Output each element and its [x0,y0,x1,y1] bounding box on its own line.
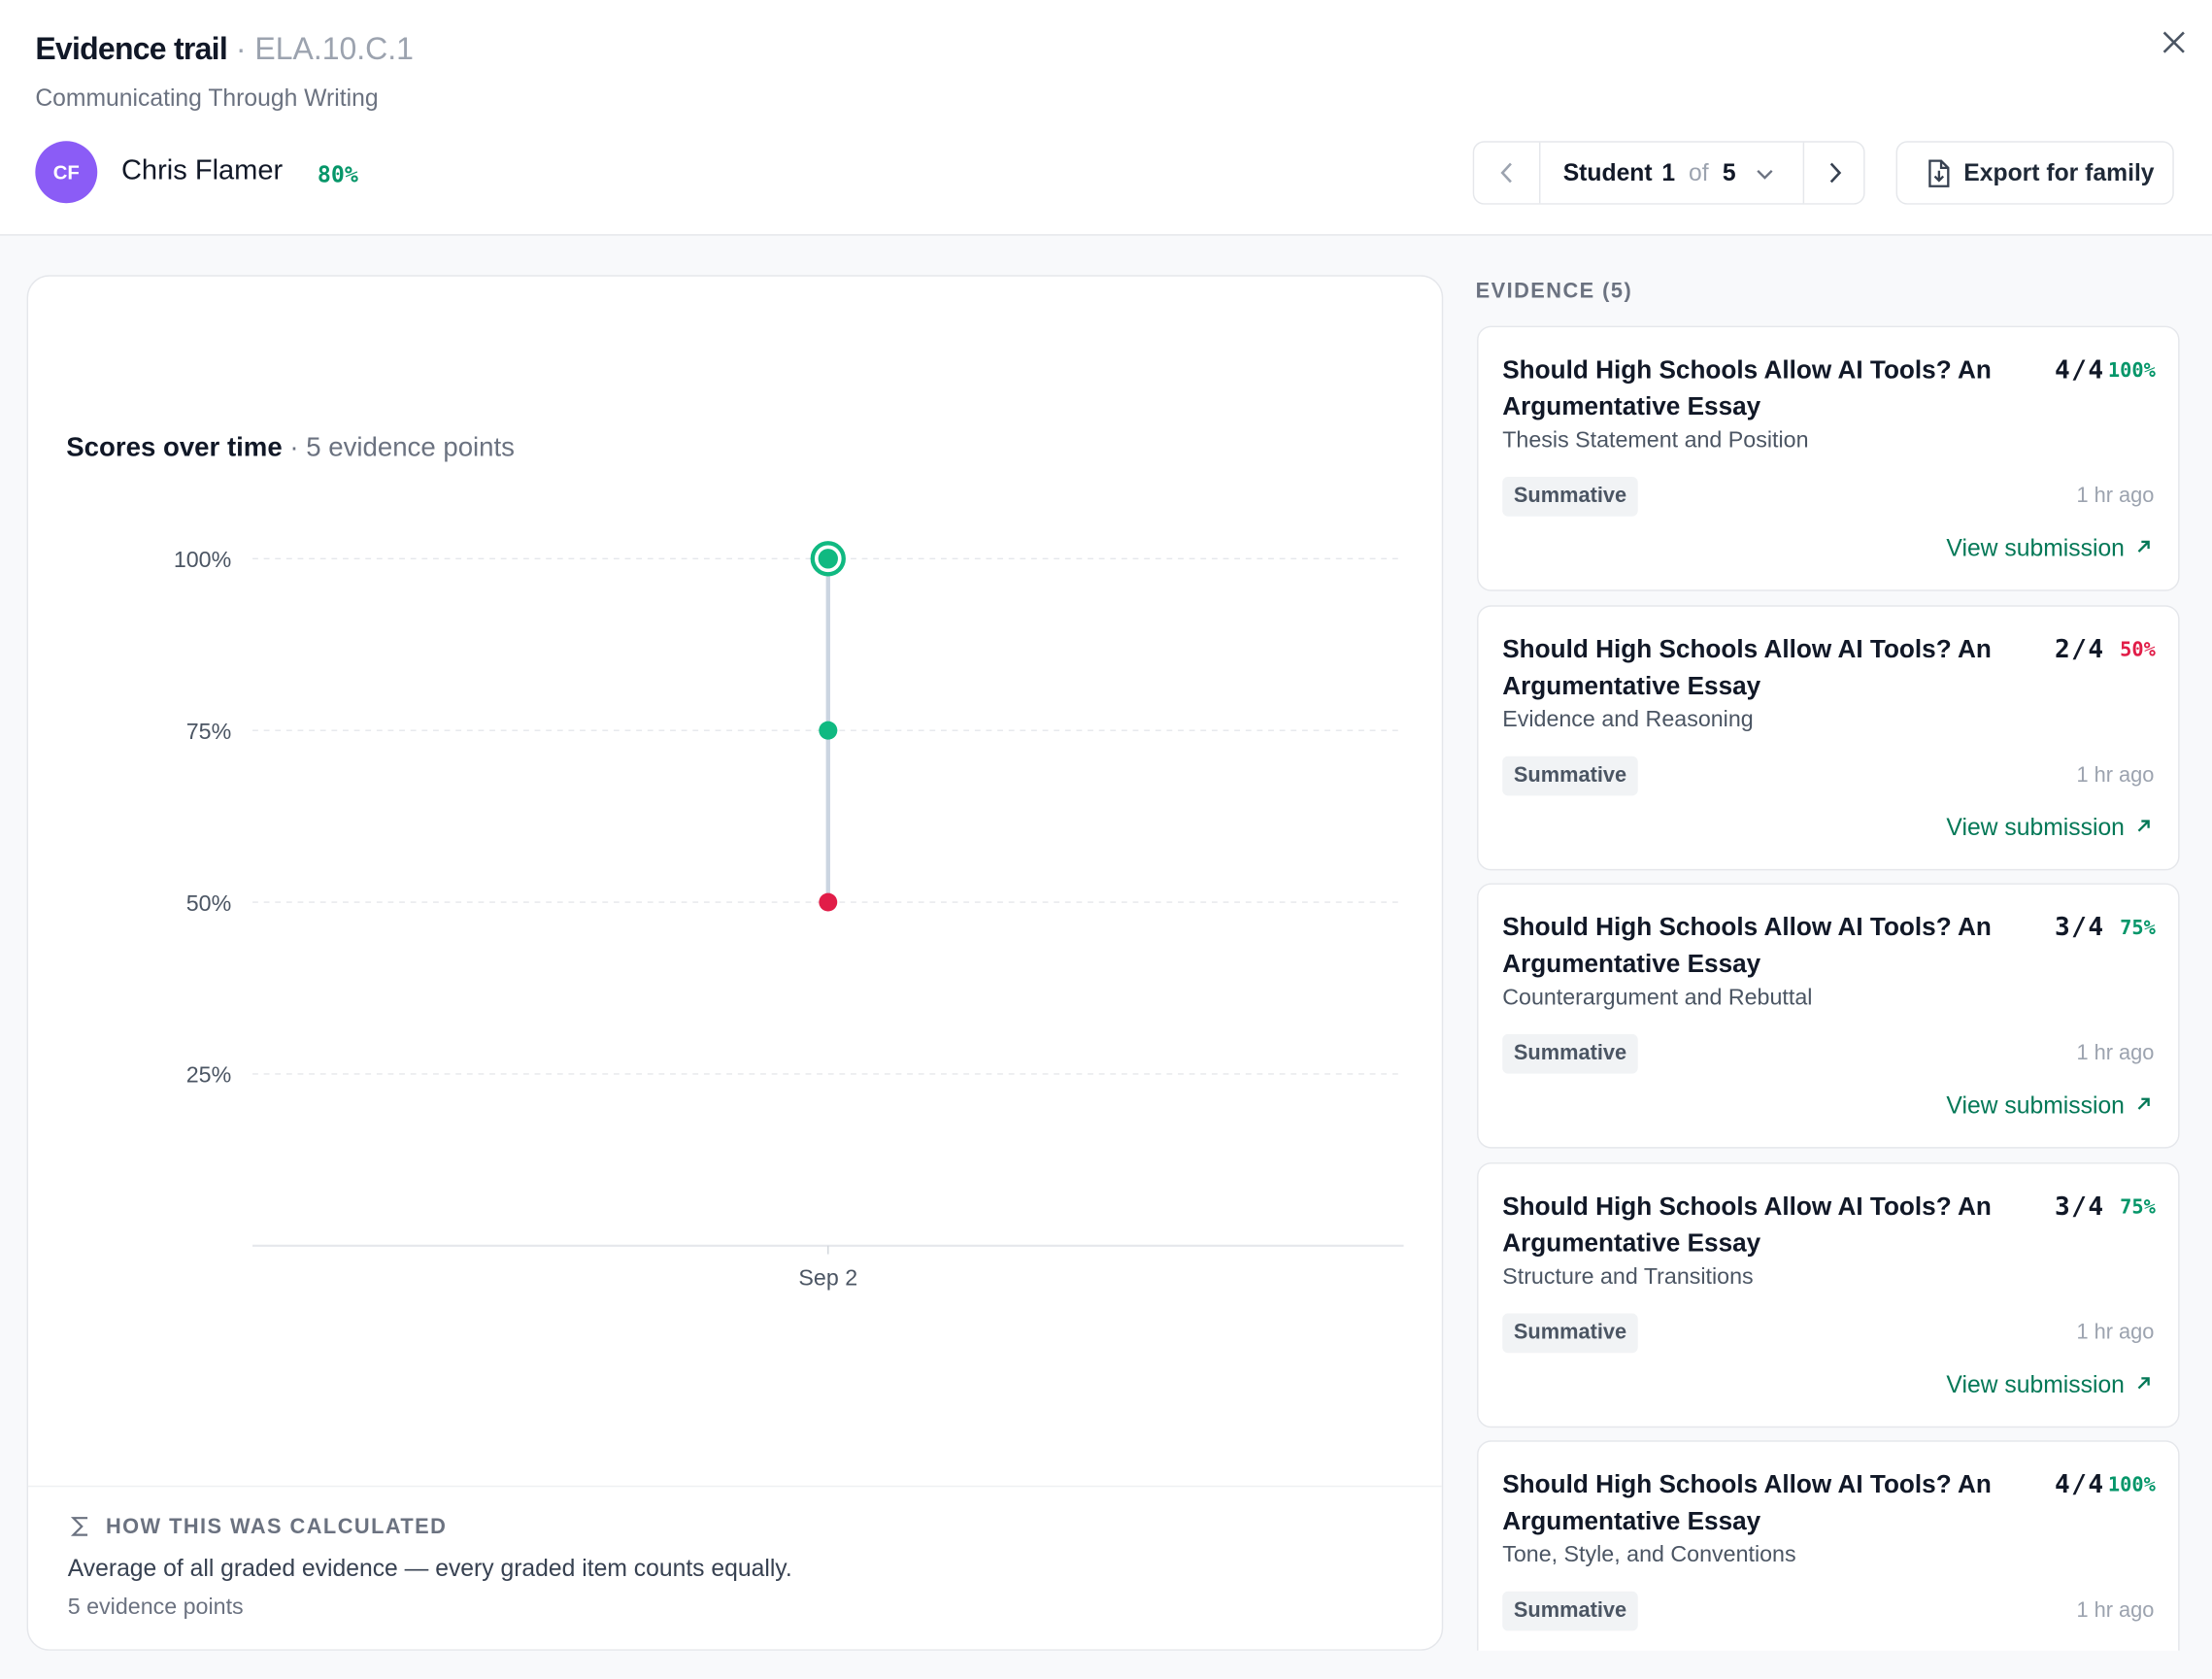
evidence-criterion: Structure and Transitions [1502,1264,1754,1290]
divider [28,1485,1442,1488]
nav-current: 1 [1661,159,1676,186]
link-label: View submission [1946,1091,2125,1120]
next-button[interactable] [1802,142,1866,204]
calc-count: 5 evidence points [67,1595,244,1620]
y-tick-label: 100% [174,547,231,572]
x-tick-label: Sep 2 [798,1265,857,1291]
dropdown-icon [1757,169,1773,180]
student-select[interactable]: Student 1 of 5 [1539,143,1803,203]
nav-of: of [1689,159,1709,186]
close-button[interactable] [2160,28,2188,56]
evidence-card: Should High Schools Allow AI Tools? An A… [1477,325,2180,591]
y-tick-label: 50% [186,890,232,916]
evidence-score: 4/4 [2054,355,2105,386]
calc-heading: HOW THIS WAS CALCULATED [105,1515,448,1540]
evidence-title: Should High Schools Allow AI Tools? An A… [1502,355,1992,420]
external-icon [2137,819,2150,831]
evidence-percent: 100% [2107,359,2156,383]
title-row: Evidence trail · ELA.10.C.1 [35,31,414,68]
evidence-card: Should High Schools Allow AI Tools? An A… [1477,604,2180,870]
evidence-title: Should High Schools Allow AI Tools? An A… [1502,912,1992,978]
nav-label: Student [1562,159,1653,186]
evidence-percent: 75% [2120,917,2156,940]
evidence-heading: EVIDENCE (5) [1475,279,1633,304]
student-nav: Student 1 of 5 [1472,141,1866,205]
export-icon [1928,159,1950,187]
evidence-time: 1 hr ago [2076,1598,2155,1623]
evidence-time: 1 hr ago [2076,1320,2155,1344]
external-icon [2137,540,2150,553]
evidence-tag: Summative [1502,1033,1638,1074]
chart-card: HOW THIS WAS CALCULATED Average of all g… [26,275,1444,1651]
next-icon [1829,162,1842,184]
point [818,549,838,569]
nav-total: 5 [1722,159,1736,186]
evidence-card: Should High Schools Allow AI Tools? An A… [1477,1161,2180,1427]
standard-code: · ELA.10.C.1 [235,30,414,67]
avatar: CF [35,141,98,204]
view-submission-link[interactable]: View submission [1946,1649,2154,1650]
point [819,892,838,912]
prev-icon [1500,162,1512,184]
link-label: View submission [1946,534,2125,562]
evidence-time: 1 hr ago [2076,484,2155,509]
evidence-card: Should High Schools Allow AI Tools? An A… [1477,883,2180,1149]
external-icon [2137,1097,2150,1110]
y-tick-label: 75% [186,719,232,744]
evidence-tag: Summative [1502,477,1638,517]
chart-subtitle: · 5 evidence points [289,431,515,461]
evidence-card: Should High Schools Allow AI Tools? An A… [1477,1440,2180,1651]
export-label: Export for family [1963,159,2155,186]
evidence-criterion: Evidence and Reasoning [1502,707,1754,732]
evidence-title: Should High Schools Allow AI Tools? An A… [1502,1469,1992,1535]
evidence-score: 3/4 [2054,1191,2105,1222]
link-label: View submission [1946,813,2125,841]
header: Evidence trail · ELA.10.C.1 Communicatin… [0,0,2212,236]
view-submission-link[interactable]: View submission [1946,1370,2154,1398]
subtitle: Communicating Through Writing [35,84,379,112]
sigma-icon [70,1517,88,1536]
view-submission-link[interactable]: View submission [1946,814,2154,842]
evidence-percent: 75% [2120,1195,2156,1219]
link-label: View submission [1946,1649,2124,1650]
evidence-tag: Summative [1502,755,1638,795]
evidence-time: 1 hr ago [2076,1041,2155,1065]
evidence-criterion: Thesis Statement and Position [1502,428,1809,453]
chart-title-row: Scores over time · 5 evidence points [66,431,515,461]
evidence-list: Should High Schools Allow AI Tools? An A… [1467,318,2190,1651]
evidence-time: 1 hr ago [2076,762,2155,787]
evidence-score: 4/4 [2054,1469,2105,1500]
evidence-tag: Summative [1502,1312,1638,1353]
evidence-percent: 100% [2107,1474,2156,1497]
external-icon [2137,1376,2150,1389]
evidence-title: Should High Schools Allow AI Tools? An A… [1502,634,1992,699]
evidence-score: 2/4 [2054,634,2105,664]
evidence-criterion: Tone, Style, and Conventions [1502,1543,1796,1568]
view-submission-link[interactable]: View submission [1946,535,2154,563]
student-name: Chris Flamer [120,154,284,186]
chart-title: Scores over time [66,431,282,461]
evidence-tag: Summative [1502,1591,1638,1631]
calc-text: Average of all graded evidence — every g… [67,1554,792,1582]
evidence-criterion: Counterargument and Rebuttal [1502,986,1813,1011]
point [819,721,838,740]
y-tick-label: 25% [186,1062,232,1088]
student-score: 80% [317,160,358,188]
link-label: View submission [1946,1370,2125,1397]
prev-button[interactable] [1474,142,1541,204]
export-button[interactable]: Export for family [1895,141,2174,205]
evidence-title: Should High Schools Allow AI Tools? An A… [1502,1191,1992,1257]
evidence-percent: 50% [2120,638,2156,661]
view-submission-link[interactable]: View submission [1946,1091,2154,1120]
title: Evidence trail [35,30,228,67]
evidence-score: 3/4 [2054,912,2105,943]
